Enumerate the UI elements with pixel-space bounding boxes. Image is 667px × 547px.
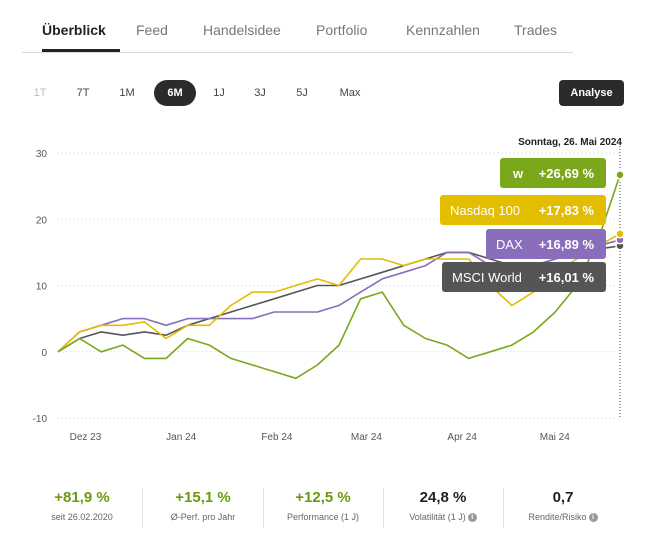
kpi-label: Performance (1 J): [286, 512, 360, 522]
series-name: MSCI World: [452, 270, 522, 285]
x-tick-label: Feb 24: [261, 432, 293, 443]
kpi-return-risk: 0,7 Rendite/Risiko i: [503, 488, 623, 523]
x-tick-label: Mar 24: [351, 432, 383, 443]
tooltip-date: Sonntag, 26. Mai 2024: [518, 137, 622, 148]
performance-line-chart[interactable]: 30 20 10 0 -10 Dez 23 Jan 24 Feb 24 Mar 24 Apr 24…: [0, 128, 667, 448]
kpi-volatility: 24,8 % Volatilität (1 J) i: [383, 488, 503, 523]
tab-kennzahlen[interactable]: Kennzahlen: [406, 22, 480, 38]
kpi-label: Volatilität (1 J): [409, 512, 466, 522]
kpi-value: 0,7: [552, 489, 574, 506]
kpi-divider: [383, 488, 384, 528]
time-range-selector: 1T 7T 1M 6M 1J 3J 5J Max: [0, 80, 667, 106]
x-tick-label: Dez 23: [70, 432, 102, 443]
range-3j[interactable]: 3J: [254, 87, 266, 99]
y-tick-label: -10: [33, 414, 48, 425]
x-tick-label: Jan 24: [166, 432, 196, 443]
main-tab-bar: Überblick Feed Handelsidee Portfolio Ken…: [22, 0, 573, 53]
kpi-performance-1y: +12,5 % Performance (1 J): [263, 488, 383, 522]
tab-feed[interactable]: Feed: [136, 22, 168, 38]
analyse-button[interactable]: Analyse: [559, 80, 624, 106]
range-1m[interactable]: 1M: [119, 87, 135, 99]
wikifolio-icon: w: [512, 166, 524, 181]
range-1j[interactable]: 1J: [213, 87, 225, 99]
kpi-since-start: +81,9 % seit 26.02.2020: [22, 488, 142, 522]
kpi-divider: [263, 488, 264, 528]
range-1t: 1T: [33, 87, 47, 99]
kpi-label-wrap: Rendite/Risiko i: [503, 512, 623, 523]
series-name: Nasdaq 100: [450, 203, 520, 218]
kpi-value: +81,9 %: [54, 489, 110, 506]
y-tick-label: 0: [41, 348, 47, 359]
info-icon[interactable]: i: [588, 513, 598, 523]
series-line: [57, 245, 621, 353]
kpi-label: Ø-Perf. pro Jahr: [170, 512, 236, 522]
range-max[interactable]: Max: [339, 87, 361, 99]
series-value: +16,89 %: [539, 237, 595, 252]
series-name: DAX: [496, 237, 523, 252]
kpi-divider: [503, 488, 504, 528]
y-tick-label: 10: [36, 282, 48, 293]
kpi-value: 24,8 %: [419, 489, 467, 506]
kpi-label: seit 26.02.2020: [51, 512, 113, 522]
info-icon[interactable]: i: [467, 513, 477, 523]
x-tick-label: Mai 24: [540, 432, 570, 443]
tab-trades[interactable]: Trades: [514, 22, 558, 38]
kpi-label-wrap: Volatilität (1 J) i: [383, 512, 503, 523]
series-callout: [442, 262, 606, 292]
kpi-value: +12,5 %: [295, 489, 351, 506]
range-6m[interactable]: 6M: [154, 80, 196, 106]
y-tick-label: 30: [36, 149, 48, 160]
series-value: +16,01 %: [539, 270, 595, 285]
tab-ueberblick[interactable]: Überblick: [42, 22, 106, 38]
series-end-marker: [615, 229, 625, 239]
kpi-strip: +81,9 % seit 26.02.2020 +15,1 % Ø-Perf. …: [0, 488, 667, 533]
range-7t[interactable]: 7T: [76, 87, 90, 99]
y-tick-label: 20: [36, 215, 48, 226]
series-value: +17,83 %: [539, 203, 595, 218]
series-end-marker: [615, 170, 625, 180]
kpi-value: +15,1 %: [175, 489, 231, 506]
series-callout: [486, 229, 606, 259]
tab-handelsidee[interactable]: Handelsidee: [203, 22, 281, 38]
series-callout: [500, 158, 606, 188]
kpi-divider: [142, 488, 143, 528]
tab-portfolio[interactable]: Portfolio: [316, 22, 368, 38]
series-line: [57, 174, 621, 380]
active-tab-indicator: [42, 49, 120, 52]
x-tick-label: Apr 24: [447, 432, 477, 443]
range-5j[interactable]: 5J: [296, 87, 308, 99]
series-callout: [440, 195, 606, 225]
kpi-label: Rendite/Risiko: [528, 512, 587, 522]
series-value: +26,69 %: [539, 166, 595, 181]
kpi-avg-per-year: +15,1 % Ø-Perf. pro Jahr: [143, 488, 263, 522]
series-line: [57, 233, 621, 353]
